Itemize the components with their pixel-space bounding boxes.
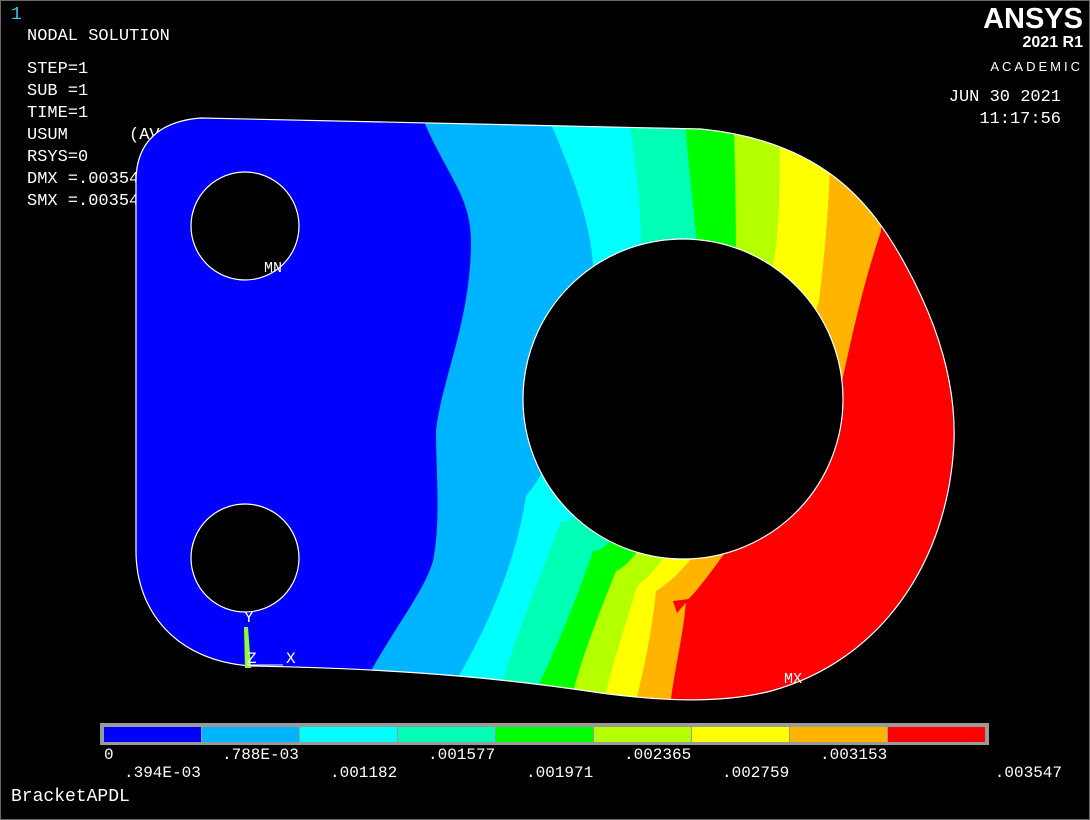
- rsys-label: RSYS=0: [27, 148, 89, 167]
- plot-title: NODAL SOLUTION: [27, 27, 170, 46]
- legend-swatch-1: [104, 727, 201, 742]
- logo-name: ANSYS: [983, 3, 1083, 35]
- large-hole: [522, 238, 844, 560]
- triad-y-axis: [244, 627, 251, 668]
- window-number: 1: [11, 5, 22, 25]
- legend-swatch-4: [398, 727, 495, 742]
- coordinate-triad: Y Z X: [244, 609, 296, 668]
- triad-x-label: X: [286, 650, 296, 668]
- legend-label-5: .001971: [526, 764, 594, 782]
- upper-small-hole: [190, 171, 300, 281]
- step-label: STEP=1: [27, 60, 89, 79]
- time-label: TIME=1: [27, 104, 89, 123]
- legend-label-6: .002365: [624, 746, 692, 764]
- legend-label-4: .001577: [428, 746, 496, 764]
- legend-label-0: 0: [104, 746, 114, 764]
- substep-label: SUB =1: [27, 82, 89, 101]
- triad-z-label: Z: [247, 650, 257, 668]
- lower-small-hole: [190, 503, 300, 613]
- legend-swatch-7: [692, 727, 789, 742]
- plot-date: JUN 30 2021: [948, 88, 1061, 107]
- bracket-outline: [135, 117, 955, 701]
- legend-swatch-3: [300, 727, 397, 742]
- legend-label-9: .003547: [994, 764, 1062, 782]
- max-marker: MX: [784, 671, 802, 688]
- min-marker: MN: [264, 260, 282, 277]
- legend-swatch-8: [790, 727, 887, 742]
- legend-label-2: .788E-03: [222, 746, 299, 764]
- legend-label-8: .003153: [820, 746, 888, 764]
- legend-label-3: .001182: [330, 764, 398, 782]
- logo-edition: ACADEMIC: [990, 59, 1083, 74]
- legend-swatch-9: [888, 727, 985, 742]
- mx-notch: [673, 599, 689, 613]
- ansys-logo: ANSYS 2021 R1 ACADEMIC: [983, 5, 1083, 74]
- dmx-label: DMX =.003547: [27, 170, 150, 189]
- logo-version: 2021 R1: [1022, 34, 1084, 51]
- plot-time: 11:17:56: [979, 110, 1061, 129]
- legend-swatch-2: [202, 727, 299, 742]
- legend-swatch-6: [594, 727, 691, 742]
- legend-swatch-5: [496, 727, 593, 742]
- triad-y-label: Y: [244, 609, 254, 627]
- legend-label-7: .002759: [722, 764, 790, 782]
- jobname: BracketAPDL: [11, 787, 130, 807]
- smx-label: SMX =.003547: [27, 192, 150, 211]
- legend-label-1: .394E-03: [124, 764, 201, 782]
